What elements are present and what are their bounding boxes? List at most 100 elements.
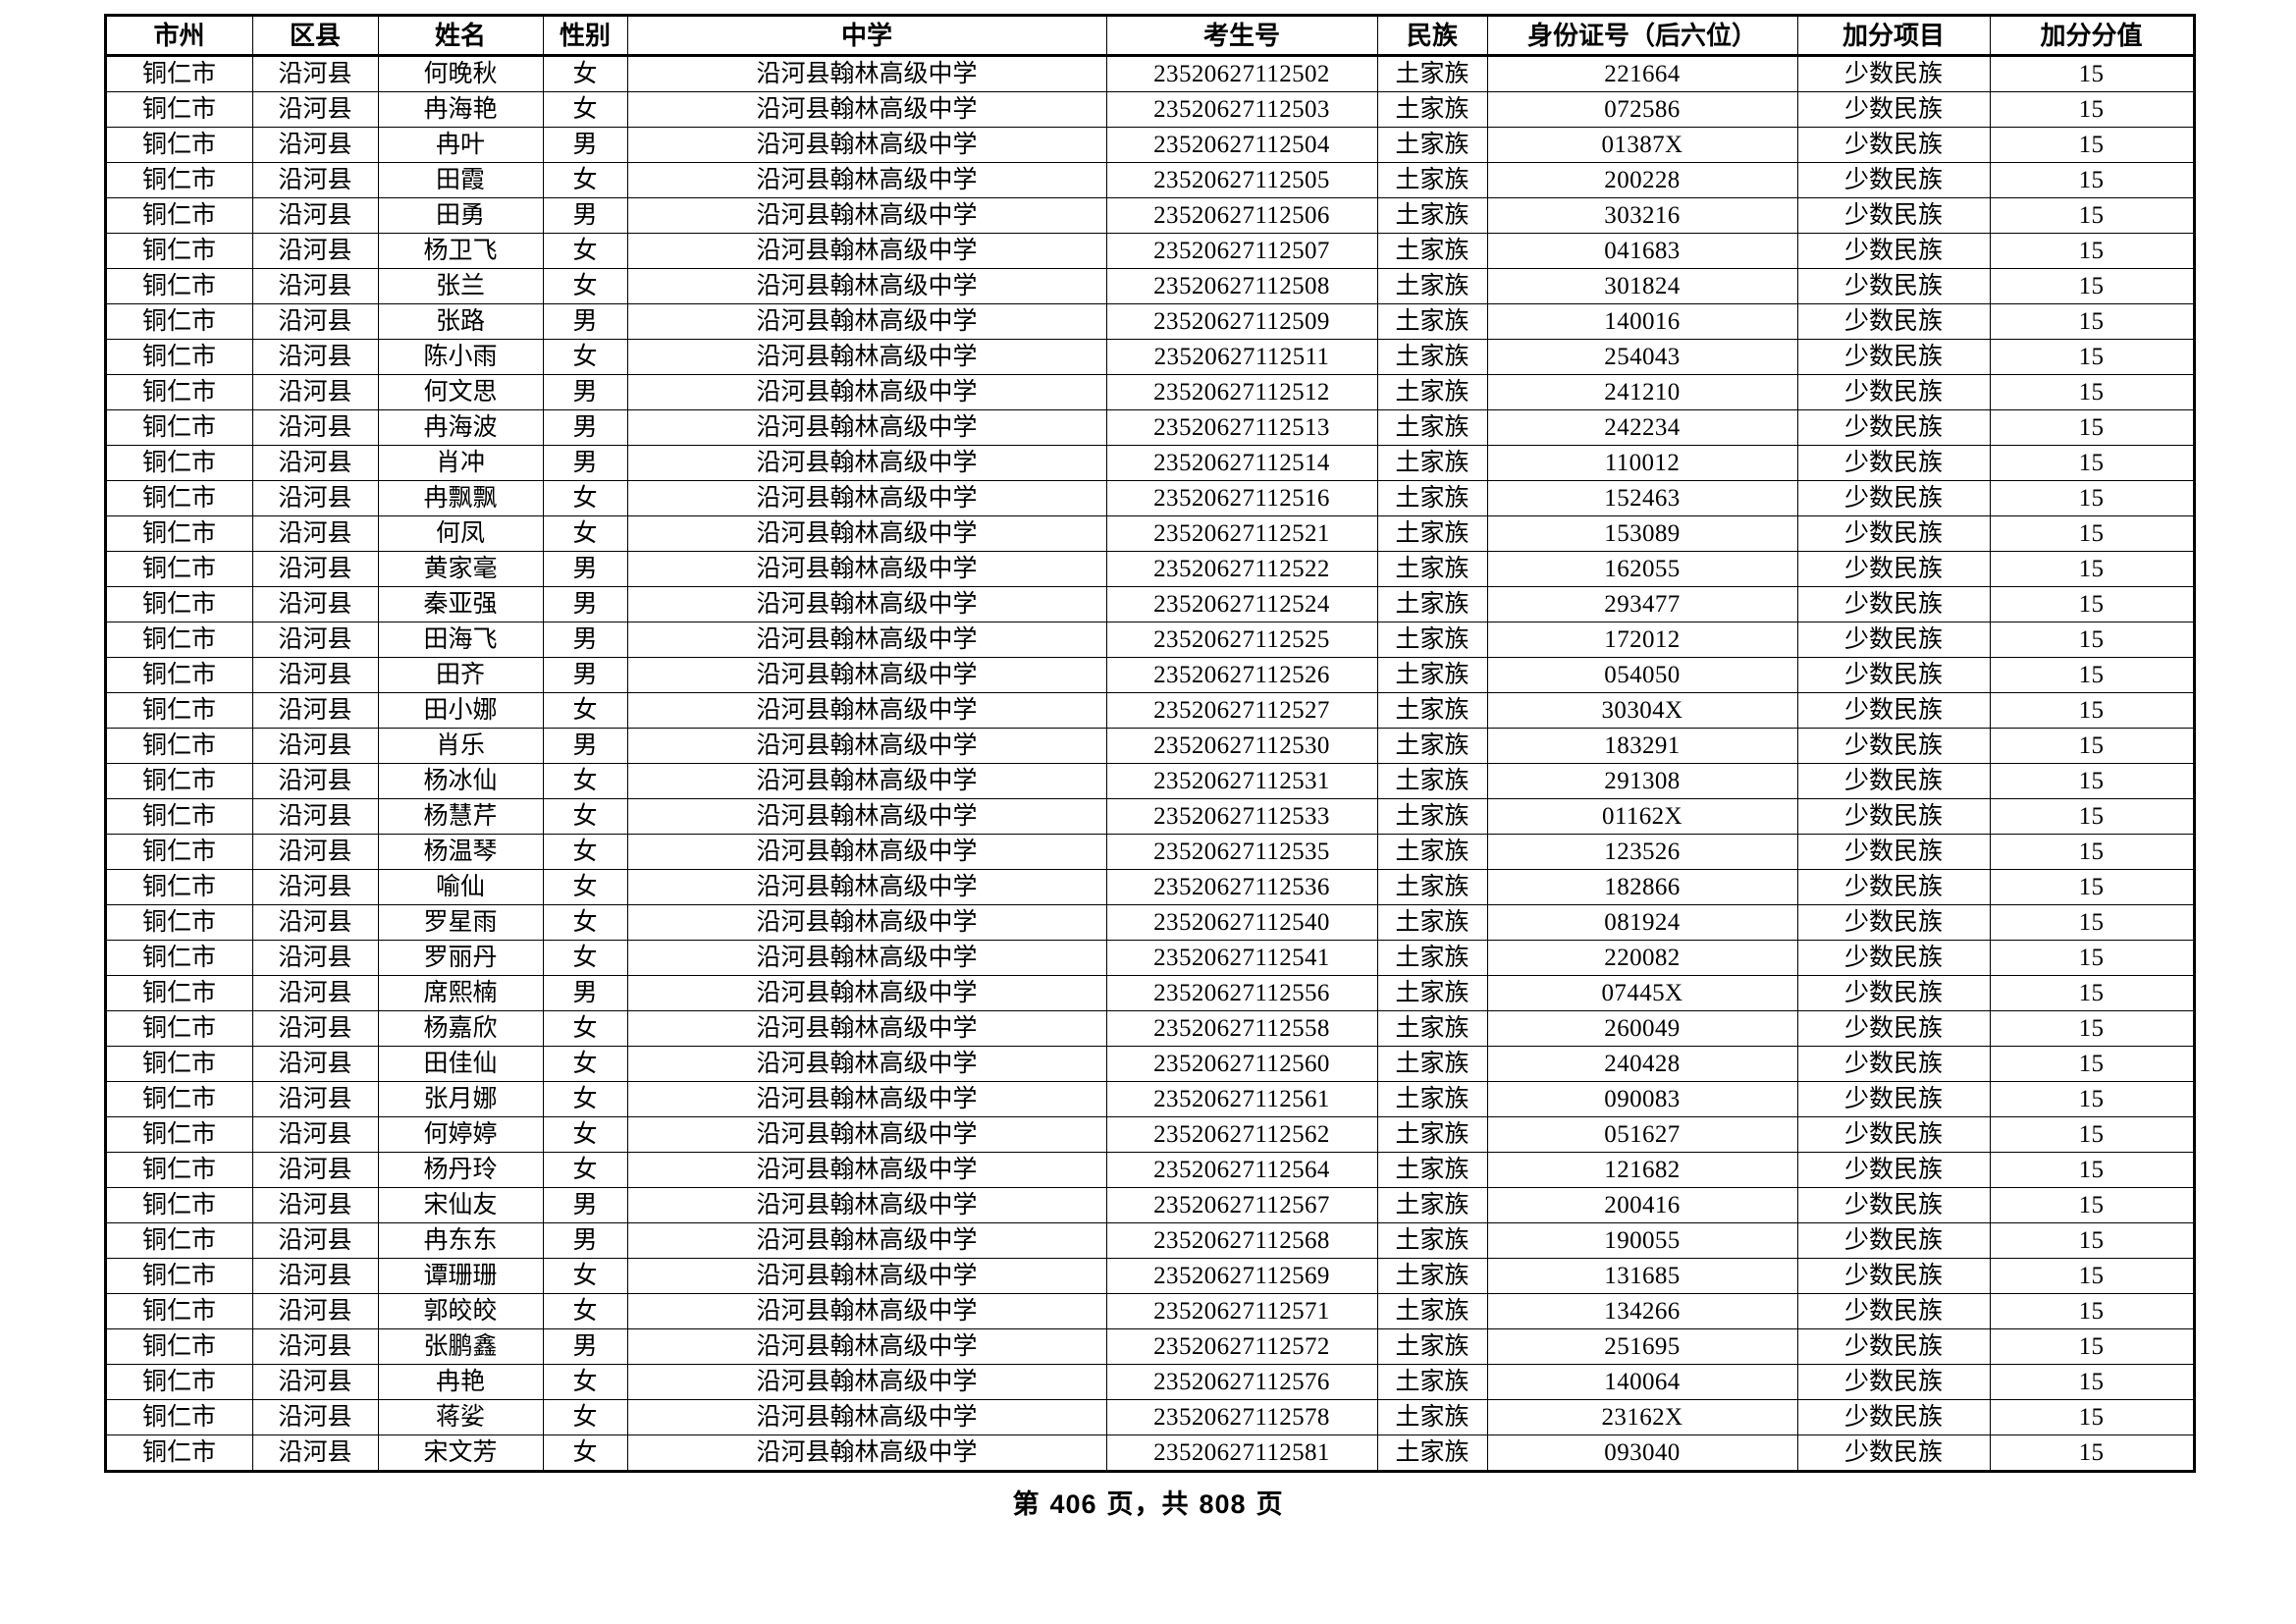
cell-county: 沿河县 xyxy=(251,1399,379,1435)
cell-score: 15 xyxy=(1989,586,2196,623)
cell-idtail: 293477 xyxy=(1486,586,1798,623)
cell-county: 沿河县 xyxy=(251,586,379,623)
cell-ethnic: 土家族 xyxy=(1376,940,1488,976)
cell-sex: 男 xyxy=(542,1222,628,1259)
table-row: 铜仁市 沿河县 何凤女沿河县翰林高级中学 23520627112521 土家族 15308… xyxy=(103,515,2196,552)
cell-exam: 23520627112511 xyxy=(1105,339,1378,375)
cell-idtail: 162055 xyxy=(1486,551,1798,587)
cell-exam: 23520627112524 xyxy=(1105,586,1378,623)
cell-exam: 23520627112522 xyxy=(1105,551,1378,587)
cell-school: 沿河县翰林高级中学 xyxy=(626,1258,1107,1294)
cell-item: 少数民族 xyxy=(1796,1187,1991,1223)
cell-item: 少数民族 xyxy=(1796,1116,1991,1153)
cell-exam: 23520627112581 xyxy=(1105,1435,1378,1473)
cell-school: 沿河县翰林高级中学 xyxy=(626,1187,1107,1223)
cell-item: 少数民族 xyxy=(1796,1435,1991,1473)
cell-sex: 男 xyxy=(542,1187,628,1223)
cell-score: 15 xyxy=(1989,869,2196,905)
cell-school: 沿河县翰林高级中学 xyxy=(626,975,1107,1011)
cell-ethnic: 土家族 xyxy=(1376,1046,1488,1082)
cell-exam: 23520627112567 xyxy=(1105,1187,1378,1223)
cell-ethnic: 土家族 xyxy=(1376,1258,1488,1294)
cell-school: 沿河县翰林高级中学 xyxy=(626,586,1107,623)
cell-school: 沿河县翰林高级中学 xyxy=(626,1364,1107,1400)
cell-sex: 男 xyxy=(542,586,628,623)
cell-idtail: 01162X xyxy=(1486,798,1798,835)
cell-exam: 23520627112506 xyxy=(1105,197,1378,234)
cell-ethnic: 土家族 xyxy=(1376,622,1488,658)
cell-item: 少数民族 xyxy=(1796,551,1991,587)
cell-exam: 23520627112505 xyxy=(1105,162,1378,198)
cell-sex: 男 xyxy=(542,409,628,446)
cell-idtail: 172012 xyxy=(1486,622,1798,658)
cell-idtail: 140016 xyxy=(1486,303,1798,340)
cell-county: 沿河县 xyxy=(251,1328,379,1365)
cell-item: 少数民族 xyxy=(1796,197,1991,234)
cell-city: 铜仁市 xyxy=(103,1222,253,1259)
cell-name: 杨慧芹 xyxy=(377,798,544,835)
cell-sex: 女 xyxy=(542,1364,628,1400)
cell-item: 少数民族 xyxy=(1796,162,1991,198)
cell-idtail: 260049 xyxy=(1486,1010,1798,1047)
cell-school: 沿河县翰林高级中学 xyxy=(626,763,1107,799)
cell-county: 沿河县 xyxy=(251,1222,379,1259)
cell-name: 秦亚强 xyxy=(377,586,544,623)
cell-school: 沿河县翰林高级中学 xyxy=(626,1399,1107,1435)
cell-item: 少数民族 xyxy=(1796,374,1991,410)
cell-county: 沿河县 xyxy=(251,91,379,128)
cell-idtail: 041683 xyxy=(1486,233,1798,269)
cell-idtail: 301824 xyxy=(1486,268,1798,304)
cell-ethnic: 土家族 xyxy=(1376,1435,1488,1473)
cell-ethnic: 土家族 xyxy=(1376,233,1488,269)
cell-score: 15 xyxy=(1989,657,2196,693)
cell-county: 沿河县 xyxy=(251,1293,379,1329)
cell-name: 田佳仙 xyxy=(377,1046,544,1082)
cell-score: 15 xyxy=(1989,1152,2196,1188)
cell-idtail: 090083 xyxy=(1486,1081,1798,1117)
cell-school: 沿河县翰林高级中学 xyxy=(626,162,1107,198)
column-header-sex: 性别 xyxy=(542,14,628,57)
cell-city: 铜仁市 xyxy=(103,869,253,905)
cell-school: 沿河县翰林高级中学 xyxy=(626,374,1107,410)
cell-ethnic: 土家族 xyxy=(1376,1116,1488,1153)
cell-city: 铜仁市 xyxy=(103,904,253,941)
cell-exam: 23520627112571 xyxy=(1105,1293,1378,1329)
cell-score: 15 xyxy=(1989,1435,2196,1473)
cell-ethnic: 土家族 xyxy=(1376,1222,1488,1259)
column-header-city: 市州 xyxy=(103,14,253,57)
cell-score: 15 xyxy=(1989,127,2196,163)
cell-score: 15 xyxy=(1989,480,2196,516)
cell-score: 15 xyxy=(1989,940,2196,976)
table-row: 铜仁市 沿河县 田霞女沿河县翰林高级中学 23520627112505 土家族 20022… xyxy=(103,162,2196,198)
cell-school: 沿河县翰林高级中学 xyxy=(626,904,1107,941)
table-row: 铜仁市 沿河县 何晚秋女沿河县翰林高级中学 23520627112502 土家族 2216… xyxy=(103,55,2196,92)
cell-item: 少数民族 xyxy=(1796,763,1991,799)
cell-city: 铜仁市 xyxy=(103,162,253,198)
table-row: 铜仁市 沿河县 郭皎皎女沿河县翰林高级中学 23520627112571 土家族 1342… xyxy=(103,1293,2196,1329)
cell-ethnic: 土家族 xyxy=(1376,1328,1488,1365)
cell-school: 沿河县翰林高级中学 xyxy=(626,834,1107,870)
cell-county: 沿河县 xyxy=(251,1364,379,1400)
cell-city: 铜仁市 xyxy=(103,1081,253,1117)
bonus-points-table: 市州 区县 姓名 性别 中学 考生号 民族 身份证号（后六位） 加分项目 加分分值 铜仁市 沿河县何… xyxy=(103,14,2196,1473)
cell-sex: 女 xyxy=(542,480,628,516)
table-row: 铜仁市 沿河县 宋仙友男沿河县翰林高级中学 23520627112567 土家族 2004… xyxy=(103,1187,2196,1223)
cell-ethnic: 土家族 xyxy=(1376,91,1488,128)
cell-item: 少数民族 xyxy=(1796,798,1991,835)
cell-county: 沿河县 xyxy=(251,940,379,976)
cell-sex: 女 xyxy=(542,1435,628,1473)
cell-county: 沿河县 xyxy=(251,622,379,658)
cell-score: 15 xyxy=(1989,268,2196,304)
cell-sex: 女 xyxy=(542,869,628,905)
cell-score: 15 xyxy=(1989,763,2196,799)
cell-school: 沿河县翰林高级中学 xyxy=(626,1152,1107,1188)
table-header-row: 市州 区县 姓名 性别 中学 考生号 民族 身份证号（后六位） 加分项目 加分分值 xyxy=(103,14,2196,57)
cell-score: 15 xyxy=(1989,374,2196,410)
cell-exam: 23520627112513 xyxy=(1105,409,1378,446)
cell-exam: 23520627112569 xyxy=(1105,1258,1378,1294)
cell-sex: 女 xyxy=(542,339,628,375)
cell-city: 铜仁市 xyxy=(103,1328,253,1365)
cell-name: 张兰 xyxy=(377,268,544,304)
cell-exam: 23520627112507 xyxy=(1105,233,1378,269)
column-header-idtail: 身份证号（后六位） xyxy=(1486,14,1798,57)
